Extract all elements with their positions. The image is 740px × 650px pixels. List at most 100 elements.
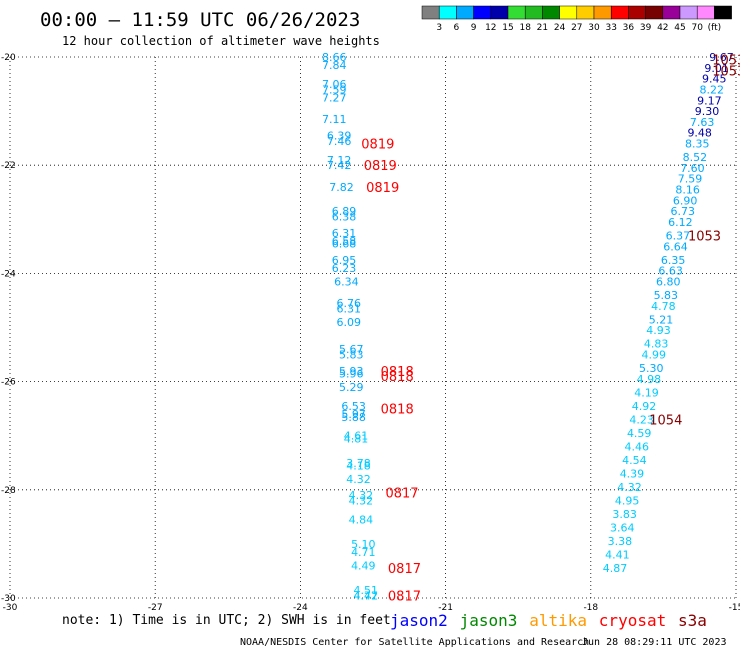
scale-label: 36 (623, 23, 635, 33)
scale-swatch (559, 5, 578, 20)
pass-time-label: 0818 (381, 370, 414, 385)
scale-label: 27 (571, 23, 582, 33)
wave-height-point: 6.80 (656, 276, 681, 289)
scale-label: 70 (691, 23, 703, 33)
wave-height-point: 4.46 (625, 441, 650, 454)
scale-label: 39 (640, 23, 652, 33)
wave-height-point: 4.51 (353, 584, 378, 597)
wave-height-point: 7.12 (327, 154, 352, 167)
wave-height-point: 6.90 (673, 194, 698, 207)
chart-title: 00:00 – 11:59 UTC 06/26/2023 (40, 9, 360, 31)
scale-swatch (421, 5, 440, 20)
y-tick-label: -20 (1, 53, 16, 63)
footer-credit: NOAA/NESDIS Center for Satellite Applica… (240, 637, 589, 648)
wave-height-point: 8.52 (683, 151, 708, 164)
wave-height-point: 5.21 (649, 313, 674, 326)
wave-height-point: 9.30 (695, 105, 720, 118)
wave-height-point: 5.30 (639, 362, 664, 375)
scale-swatch (628, 5, 646, 20)
wave-height-point: 4.42 (353, 589, 378, 602)
wave-height-point: 4.77 (353, 589, 378, 602)
wave-height-point: 4.71 (351, 546, 376, 559)
scale-swatch (610, 5, 629, 20)
wave-height-point: 4.39 (620, 468, 645, 481)
wave-height-point: 9.17 (697, 94, 722, 107)
pass-time-label: 0817 (388, 589, 421, 604)
satellite-legend: jason2 jason3 altika cryosat s3a (390, 611, 707, 630)
wave-height-point: 6.76 (337, 297, 362, 310)
wave-height-point: 8.16 (675, 184, 700, 197)
wave-height-point: 6.31 (332, 227, 357, 240)
scale-label: 30 (588, 23, 600, 33)
wave-height-point: 4.18 (346, 459, 371, 472)
chart-subtitle: 12 hour collection of altimeter wave hei… (62, 34, 380, 48)
scale-label: 42 (657, 23, 668, 33)
wave-height-point: 6.89 (332, 205, 357, 218)
wave-height-point: 6.09 (337, 316, 362, 329)
pass-time-label: 1053 (688, 230, 721, 245)
scale-swatch (524, 5, 543, 20)
scale-swatch (662, 5, 681, 20)
wave-height-point: 3.83 (612, 508, 637, 521)
wave-height-point: 4.32 (346, 473, 371, 486)
wave-height-point: 4.41 (605, 549, 630, 562)
footer-timestamp: Jun 28 08:29:11 UTC 2023 (582, 637, 727, 648)
wave-height-point: 5.29 (339, 381, 364, 394)
wave-height-point: 4.61 (344, 430, 369, 443)
pass-time-label: 1054 (649, 413, 682, 428)
pass-time-label: 0817 (388, 562, 421, 577)
wave-height-point: 6.64 (663, 240, 688, 253)
wave-height-point: 5.83 (339, 349, 364, 362)
pass-time-label: 0817 (385, 487, 418, 502)
wave-height-point: 6.68 (332, 238, 357, 251)
scale-label: 3 (436, 23, 442, 33)
x-tick-label: -15 (729, 603, 740, 613)
color-scale-legend: 3 6 9 12 15 18 21 24 27 30 33 36 39 42 45 70 (ft) (421, 5, 732, 33)
wave-height-point: 9.67 (709, 51, 734, 64)
wave-height-point: 7.82 (329, 181, 354, 194)
wave-height-point: 5.96 (339, 367, 364, 380)
wave-height-point: 4.99 (641, 349, 666, 362)
scale-swatch (714, 5, 732, 20)
wave-height-point: 4.49 (351, 560, 376, 573)
wave-height-point: 9.45 (702, 73, 727, 86)
satellite-legend-item: s3a (678, 611, 707, 630)
wave-height-point: 7.59 (678, 173, 703, 186)
pass-time-label: 0818 (381, 365, 414, 380)
scale-label: 24 (554, 23, 566, 33)
satellite-legend-item: altika (529, 611, 587, 630)
wave-height-point: 6.34 (334, 276, 359, 289)
pass-time-label: 1053 (712, 65, 740, 80)
wave-height-point: 4.95 (615, 495, 640, 508)
wave-height-point: 7.06 (322, 78, 347, 91)
wave-height-point: 7.42 (327, 159, 352, 172)
wave-height-point: 9.48 (687, 127, 712, 140)
wave-height-point: 5.67 (339, 343, 364, 356)
y-tick-label: -30 (1, 594, 16, 604)
satellite-legend-item: jason3 (460, 611, 518, 630)
wave-height-point: 4.32 (349, 489, 374, 502)
scale-swatch (490, 5, 509, 20)
wave-height-point: 4.83 (644, 338, 669, 351)
plot-area: -30 -27 -24 -21 -18 -15 -20 -22 -24 -26 -28 -30 8.66… (1, 51, 740, 613)
scale-swatch (507, 5, 526, 20)
scale-label: (ft) (708, 23, 722, 33)
pass-time-label: 1053 (712, 54, 740, 69)
scale-label: 6 (454, 23, 460, 33)
wave-height-point: 7.63 (690, 116, 715, 129)
scale-swatch (576, 5, 595, 20)
wave-height-point: 6.23 (332, 262, 357, 275)
wave-height-point: 6.12 (668, 216, 693, 229)
wave-height-point: 7.46 (327, 135, 352, 148)
wave-height-point: 3.78 (346, 457, 371, 470)
satellite-legend-item: jason2 (390, 611, 448, 630)
wave-height-point: 6.39 (327, 129, 352, 142)
wave-height-point: 7.27 (322, 92, 347, 105)
wave-height-point: 4.59 (627, 427, 652, 440)
wave-height-point: 6.35 (661, 254, 686, 267)
wave-height-point: 6.73 (671, 205, 696, 218)
wave-height-point: 5.97 (341, 408, 366, 421)
satellite-legend-item: cryosat (599, 611, 666, 630)
scale-label: 21 (537, 23, 548, 33)
wave-height-point: 6.63 (658, 265, 683, 278)
